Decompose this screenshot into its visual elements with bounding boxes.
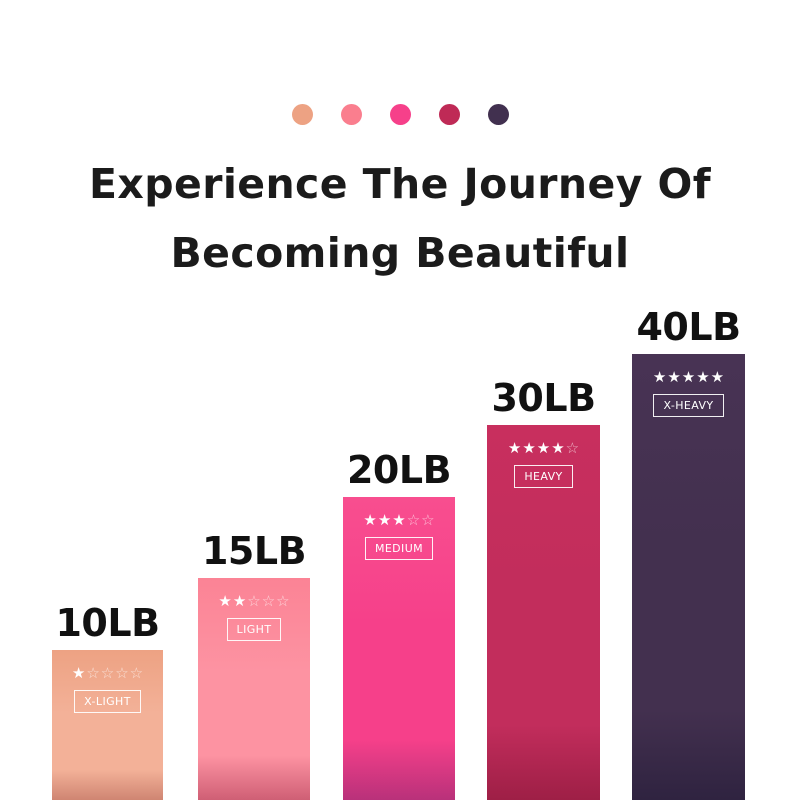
star-filled-icon: ★ (696, 368, 710, 386)
bar-fill: ★ ☆ ☆ ☆ ☆ X-LIGHT (52, 650, 163, 800)
star-filled-icon: ★ (681, 368, 696, 386)
star-empty-icon: ☆ (276, 592, 290, 610)
bar-group-medium[interactable]: 20LB ★ ★ ★ ☆ ☆ MEDIUM (343, 449, 455, 800)
star-empty-icon: ☆ (115, 664, 129, 682)
star-empty-icon: ☆ (129, 664, 144, 682)
star-filled-icon: ★ (232, 592, 247, 610)
bar-value-label: 10LB (55, 601, 160, 645)
bar-value-label: 40LB (636, 305, 741, 349)
bar-fill: ★ ★ ★ ☆ ☆ MEDIUM (343, 497, 455, 800)
star-empty-icon: ☆ (247, 592, 261, 610)
star-filled-icon: ★ (652, 368, 667, 386)
rating-stars: ★ ★ ☆ ☆ ☆ (218, 593, 289, 610)
strength-badge: HEAVY (514, 465, 573, 488)
star-empty-icon: ☆ (406, 511, 421, 529)
bar-fill: ★ ★ ☆ ☆ ☆ LIGHT (198, 578, 310, 800)
star-filled-icon: ★ (536, 439, 551, 457)
strength-badge: MEDIUM (364, 537, 434, 560)
star-empty-icon: ☆ (86, 664, 100, 682)
star-filled-icon: ★ (551, 439, 565, 457)
bar-group-x-heavy[interactable]: 40LB ★ ★ ★ ★ ★ X-HEAVY (632, 306, 745, 800)
star-empty-icon: ☆ (565, 439, 580, 457)
bar-group-heavy[interactable]: 30LB ★ ★ ★ ★ ☆ HEAVY (487, 377, 600, 800)
strength-badge: LIGHT (226, 618, 282, 641)
bar-value-label: 30LB (491, 376, 596, 420)
star-filled-icon: ★ (363, 511, 377, 529)
strength-badge: X-LIGHT (74, 690, 141, 713)
color-swatch-row (0, 104, 800, 125)
dot-heavy-icon (438, 104, 460, 125)
dot-light-icon (340, 104, 362, 125)
dot-x-light-icon (291, 104, 313, 125)
star-filled-icon: ★ (667, 368, 681, 386)
bar-value-label: 20LB (346, 448, 452, 492)
star-filled-icon: ★ (392, 511, 406, 529)
rating-stars: ★ ★ ★ ☆ ☆ (363, 512, 434, 529)
star-filled-icon: ★ (507, 439, 522, 457)
rating-stars: ★ ☆ ☆ ☆ ☆ (72, 665, 143, 682)
bar-group-light[interactable]: 15LB ★ ★ ☆ ☆ ☆ LIGHT (198, 530, 310, 800)
page-title-line-1: Experience The Journey Of (88, 160, 712, 208)
bar-group-x-light[interactable]: 10LB ★ ☆ ☆ ☆ ☆ X-LIGHT (52, 602, 163, 800)
rating-stars: ★ ★ ★ ★ ★ (653, 369, 724, 386)
strength-badge: X-HEAVY (653, 394, 724, 417)
star-empty-icon: ☆ (421, 511, 435, 529)
rating-stars: ★ ★ ★ ★ ☆ (508, 440, 579, 457)
bar-value-label: 15LB (201, 529, 307, 573)
star-filled-icon: ★ (218, 592, 232, 610)
bar-fill: ★ ★ ★ ★ ☆ HEAVY (487, 425, 600, 800)
star-filled-icon: ★ (710, 368, 725, 386)
bar-fill: ★ ★ ★ ★ ★ X-HEAVY (632, 354, 745, 800)
star-empty-icon: ☆ (261, 592, 276, 610)
star-filled-icon: ★ (522, 439, 536, 457)
star-filled-icon: ★ (71, 664, 86, 682)
star-empty-icon: ☆ (100, 664, 115, 682)
dot-x-heavy-icon (487, 104, 509, 125)
dot-medium-icon (389, 104, 411, 125)
star-filled-icon: ★ (377, 511, 392, 529)
page-title-line-2: Becoming Beautiful (170, 229, 630, 277)
page-title: Experience The Journey Of Becoming Beaut… (0, 150, 800, 288)
